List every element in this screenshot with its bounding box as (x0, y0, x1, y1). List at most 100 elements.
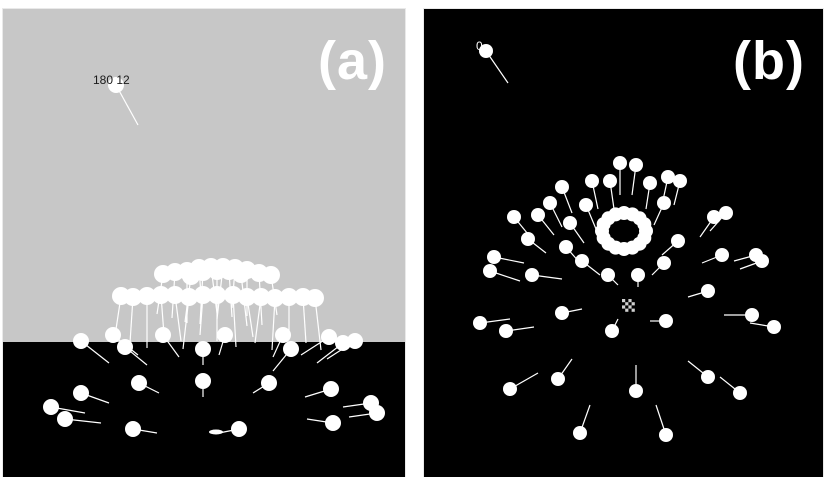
agent (749, 320, 781, 334)
agent (166, 286, 184, 342)
agent-body (195, 373, 211, 389)
agent-body (643, 176, 657, 190)
agent-body (605, 324, 619, 338)
agent-body (629, 384, 643, 398)
agent (551, 358, 573, 386)
agent-body (715, 248, 729, 262)
agent (579, 198, 597, 230)
agent-body (73, 385, 89, 401)
panel-a-swarm (43, 77, 385, 437)
agent-body (755, 254, 769, 268)
agent-body (559, 240, 573, 254)
agent (316, 335, 351, 364)
agent (525, 268, 563, 282)
agent-body (238, 288, 256, 306)
agent-body (551, 372, 565, 386)
agent-body (657, 256, 671, 270)
agent (43, 399, 86, 415)
agent (613, 156, 627, 195)
agent (272, 327, 291, 358)
agent-body (138, 287, 156, 305)
agent (252, 288, 270, 344)
agent (503, 372, 539, 396)
agent-body (479, 44, 493, 58)
agent-body (231, 421, 247, 437)
agent-body (483, 264, 497, 278)
agent (575, 254, 601, 276)
agent-body (487, 250, 501, 264)
agent-body (555, 306, 569, 320)
agent-caption: 0 (476, 39, 483, 53)
panel-label: (a) (318, 31, 387, 91)
agent-body (767, 320, 781, 334)
agent (605, 318, 619, 338)
agent (117, 339, 148, 366)
agent-body (306, 289, 324, 307)
agent (306, 289, 324, 351)
agent-body (43, 399, 59, 415)
agent-body (57, 411, 73, 427)
agent (724, 308, 759, 322)
panel-label: (b) (733, 31, 805, 91)
agent (272, 341, 299, 372)
agent (653, 196, 671, 226)
panel-a: 180 12 (a) (2, 8, 406, 477)
agent (194, 286, 212, 336)
agent (661, 234, 685, 256)
agent-body (543, 196, 557, 210)
agent-body (707, 210, 721, 224)
agent-body (613, 156, 627, 170)
agent-body (733, 386, 747, 400)
agent (306, 415, 341, 431)
agent (195, 373, 211, 397)
agent (543, 196, 563, 228)
agent-body (180, 288, 198, 306)
agent-body (701, 284, 715, 298)
agent (687, 284, 715, 298)
agent-body (152, 286, 170, 304)
agent-body (261, 375, 277, 391)
agent-body (266, 289, 284, 307)
agent-body (525, 268, 539, 282)
agent-body (117, 339, 133, 355)
agent-body (217, 327, 233, 343)
agent (563, 216, 585, 244)
agent (637, 217, 652, 232)
agent (603, 174, 617, 210)
agent (252, 375, 277, 394)
agent (555, 180, 573, 214)
agent (300, 329, 337, 356)
agent-body (631, 268, 645, 282)
agent (208, 286, 226, 341)
agent (108, 77, 139, 126)
agent-body (673, 174, 687, 188)
agent (585, 174, 599, 210)
agent-body (661, 170, 675, 184)
agent (473, 316, 511, 330)
agent-body (573, 426, 587, 440)
agent-body (563, 216, 577, 230)
agent-body (335, 335, 351, 351)
agent (687, 360, 715, 384)
agent-body (659, 314, 673, 328)
target-marker (622, 299, 635, 312)
agent (483, 264, 521, 282)
agent (57, 411, 102, 427)
agent-body (499, 324, 513, 338)
agent-body (323, 381, 339, 397)
agent (217, 327, 233, 356)
agent-body (232, 265, 250, 283)
agent (218, 421, 247, 437)
agent-body (555, 180, 569, 194)
agent (304, 381, 339, 398)
agent-body (166, 286, 184, 304)
agent-body (369, 405, 385, 421)
agent (155, 327, 180, 358)
agent (673, 174, 687, 206)
agent (266, 289, 284, 351)
agent-body (105, 327, 121, 343)
agent (180, 288, 198, 350)
agent (73, 333, 110, 364)
agent (238, 288, 256, 338)
agent (224, 286, 242, 348)
